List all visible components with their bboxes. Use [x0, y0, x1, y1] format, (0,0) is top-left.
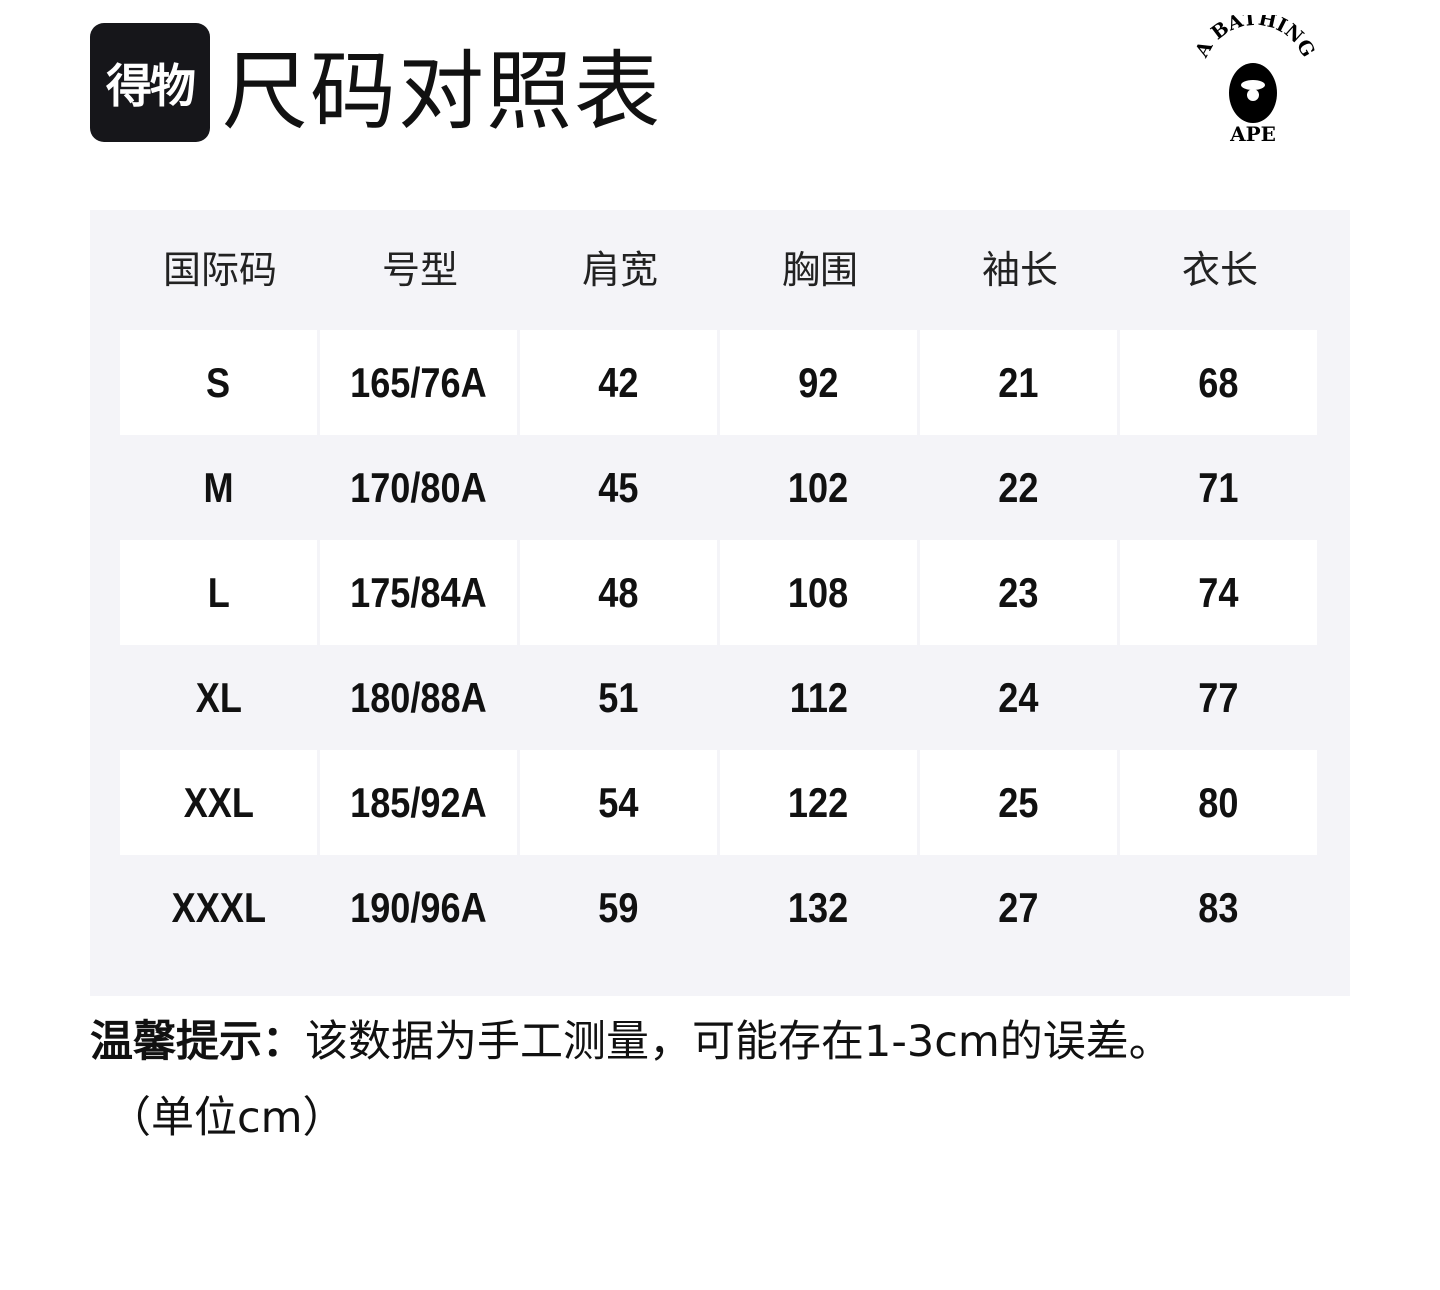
cell-value: 21 [998, 358, 1039, 406]
column-header: 衣长 [1181, 248, 1258, 292]
tip-note: 温馨提示：该数据为手工测量，可能存在1-3cm的误差。 [90, 1012, 1172, 1072]
column-header: 肩宽 [581, 248, 658, 292]
table-row: XXL 185/92A 54 122 25 80 [120, 750, 1317, 855]
table-cell: 77 [1120, 645, 1317, 750]
cell-value: 108 [788, 568, 849, 616]
table-cell: 190/96A [320, 855, 517, 960]
size-table: 国际码 号型 肩宽 胸围 袖长 衣长 S 165/76A 42 92 21 68 M 170/80A 45… [90, 210, 1350, 996]
table-cell: L [120, 540, 317, 645]
cell-value: 27 [998, 883, 1039, 931]
cell-value: L [207, 568, 230, 616]
table-cell: 122 [720, 750, 917, 855]
cell-value: 165/76A [350, 358, 487, 406]
cell-value: 59 [598, 883, 639, 931]
table-cell: 185/92A [320, 750, 517, 855]
tip-label: 温馨提示： [90, 1017, 305, 1067]
column-header: 袖长 [981, 248, 1058, 292]
table-row: XXXL 190/96A 59 132 27 83 [120, 855, 1317, 960]
table-cell: 22 [920, 435, 1117, 540]
column-header: 胸围 [781, 248, 858, 292]
cell-value: 25 [998, 778, 1039, 826]
table-cell: 108 [720, 540, 917, 645]
cell-value: 80 [1198, 778, 1239, 826]
cell-value: 77 [1198, 673, 1239, 721]
cell-value: 48 [598, 568, 639, 616]
table-cell: 92 [720, 330, 917, 435]
cell-value: 122 [788, 778, 849, 826]
column-header: 号型 [381, 248, 458, 292]
table-cell: 132 [720, 855, 917, 960]
svg-text:APE: APE [1229, 122, 1276, 146]
table-cell: 80 [1120, 750, 1317, 855]
cell-value: 74 [1198, 568, 1239, 616]
table-cell: 74 [1120, 540, 1317, 645]
cell-value: XL [195, 673, 242, 721]
table-cell: 27 [920, 855, 1117, 960]
table-cell: 21 [920, 330, 1117, 435]
dewu-logo: 得物 [90, 23, 210, 142]
cell-value: 185/92A [350, 778, 487, 826]
table-cell: 25 [920, 750, 1117, 855]
cell-value: 190/96A [350, 883, 487, 931]
cell-value: XXXL [171, 883, 266, 931]
cell-value: 71 [1198, 463, 1239, 511]
table-row: M 170/80A 45 102 22 71 [120, 435, 1317, 540]
cell-value: 24 [998, 673, 1039, 721]
table-cell: 42 [520, 330, 717, 435]
cell-value: 22 [998, 463, 1039, 511]
table-cell: XL [120, 645, 317, 750]
table-cell: XXXL [120, 855, 317, 960]
cell-value: 45 [598, 463, 639, 511]
table-cell: 48 [520, 540, 717, 645]
cell-value: 132 [788, 883, 849, 931]
table-cell: M [120, 435, 317, 540]
svg-text:A BATHING: A BATHING [1190, 15, 1319, 62]
page-title: 尺码对照表 [222, 42, 662, 142]
table-cell: 83 [1120, 855, 1317, 960]
column-header: 国际码 [162, 248, 277, 292]
unit-note: （单位cm） [108, 1093, 346, 1143]
table-header: 国际码 号型 肩宽 胸围 袖长 衣长 [120, 210, 1320, 330]
table-cell: 112 [720, 645, 917, 750]
cell-value: 102 [788, 463, 849, 511]
cell-value: 180/88A [350, 673, 487, 721]
table-cell: 68 [1120, 330, 1317, 435]
cell-value: 83 [1198, 883, 1239, 931]
cell-value: 112 [789, 673, 848, 721]
cell-value: 92 [798, 358, 839, 406]
table-cell: 54 [520, 750, 717, 855]
tip-text: 该数据为手工测量，可能存在1-3cm的误差。 [305, 1017, 1172, 1067]
table-cell: 165/76A [320, 330, 517, 435]
cell-value: 175/84A [350, 568, 487, 616]
table-cell: 175/84A [320, 540, 517, 645]
cell-value: 23 [998, 568, 1039, 616]
cell-value: 51 [598, 673, 639, 721]
cell-value: 68 [1198, 358, 1239, 406]
table-cell: 102 [720, 435, 917, 540]
table-cell: S [120, 330, 317, 435]
cell-value: M [203, 463, 234, 511]
table-cell: 180/88A [320, 645, 517, 750]
cell-value: 42 [598, 358, 639, 406]
cell-value: 170/80A [350, 463, 487, 511]
table-cell: 59 [520, 855, 717, 960]
table-cell: 71 [1120, 435, 1317, 540]
cell-value: 54 [598, 778, 639, 826]
table-cell: 23 [920, 540, 1117, 645]
table-row: XL 180/88A 51 112 24 77 [120, 645, 1317, 750]
cell-value: S [206, 358, 231, 406]
table-cell: 24 [920, 645, 1117, 750]
table-cell: XXL [120, 750, 317, 855]
table-row: L 175/84A 48 108 23 74 [120, 540, 1317, 645]
table-cell: 51 [520, 645, 717, 750]
table-row: S 165/76A 42 92 21 68 [120, 330, 1317, 435]
bape-logo: A BATHING APE [1190, 15, 1319, 146]
table-cell: 170/80A [320, 435, 517, 540]
cell-value: XXL [183, 778, 254, 826]
table-cell: 45 [520, 435, 717, 540]
